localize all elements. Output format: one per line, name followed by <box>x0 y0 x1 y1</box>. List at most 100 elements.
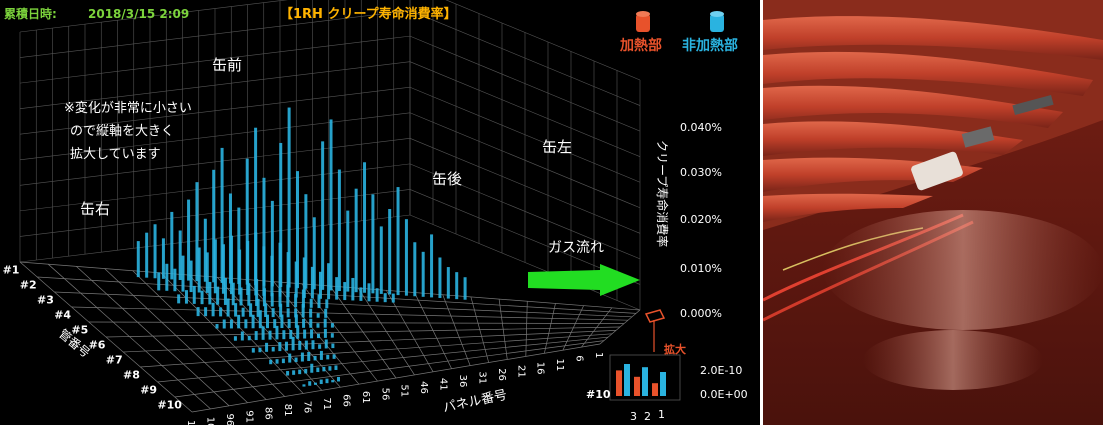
inset-bar-non-heated <box>642 367 648 396</box>
data-bar <box>216 286 220 305</box>
x-tick-label: 81 <box>282 404 293 417</box>
data-bar <box>270 293 274 307</box>
data-bar <box>330 323 334 328</box>
data-bar <box>438 257 442 298</box>
data-bar <box>294 314 298 328</box>
data-bar <box>325 378 329 384</box>
data-bar <box>337 169 341 292</box>
data-bar <box>328 366 332 371</box>
floor-grid-line <box>88 321 625 324</box>
data-bar <box>367 283 371 302</box>
y-tick-label: #7 <box>106 354 123 367</box>
data-bar <box>208 281 212 305</box>
y-tick-label: #9 <box>140 384 157 397</box>
data-bar <box>157 272 161 291</box>
data-bar <box>187 199 191 281</box>
x-tick-label: 1 <box>593 352 604 358</box>
data-bar <box>302 318 306 328</box>
x-tick-label: 6 <box>574 355 585 361</box>
gas-flow-arrow <box>528 264 640 296</box>
data-bar <box>153 224 157 279</box>
y-ticks: #1#2#3#4#5#6#7#8#9#10 <box>3 264 183 412</box>
data-bar <box>220 147 224 283</box>
data-bar <box>254 127 258 286</box>
legend-non-heated-label: 非加熱部 <box>682 37 738 54</box>
x-tick-label: 26 <box>496 368 507 381</box>
data-bar <box>310 363 314 373</box>
data-bar <box>404 219 408 296</box>
grid-line <box>409 112 641 209</box>
y-tick-label: #3 <box>37 294 54 307</box>
data-bar <box>319 350 323 360</box>
data-bar <box>302 384 306 387</box>
annotation-left: 缶左 <box>542 138 572 156</box>
data-bar <box>271 346 275 352</box>
floor-grid-line <box>71 306 629 321</box>
data-bar <box>371 194 375 294</box>
data-bar <box>316 333 320 339</box>
data-bar <box>266 314 270 329</box>
data-bar <box>219 307 223 317</box>
data-bar <box>301 304 305 318</box>
data-bar <box>383 293 387 303</box>
data-bar <box>278 342 282 352</box>
data-bar <box>284 341 288 351</box>
data-bar <box>294 293 298 308</box>
chart-grid <box>19 0 641 413</box>
floor-grid-line <box>140 333 613 368</box>
legend-heated: 加熱部 <box>619 11 662 54</box>
data-bar <box>268 330 272 340</box>
x-tick-label: 56 <box>379 388 390 401</box>
data-bar <box>310 266 314 299</box>
x-tick-label: 101 <box>204 417 215 425</box>
grid-line <box>409 61 641 157</box>
data-bar <box>294 357 298 363</box>
boiler-photo-image <box>763 0 1103 425</box>
legend-heated-swatch <box>636 14 650 32</box>
data-bar <box>302 257 306 298</box>
data-bar <box>246 241 250 296</box>
data-bar <box>308 381 312 386</box>
inset-zoom-marker <box>644 309 666 323</box>
inset-chart: 拡大 2.0E-10 0.0E+00 #10 3 2 1 <box>586 309 748 423</box>
data-bar <box>262 246 266 296</box>
x-tick-label: 36 <box>457 375 468 388</box>
timestamp-value: 2018/3/15 2:09 <box>88 7 189 21</box>
inset-x-tick-1: 2 <box>644 410 651 423</box>
data-bar <box>231 282 235 306</box>
grid-line <box>409 163 641 260</box>
data-bar <box>145 232 149 278</box>
data-bar <box>195 182 199 282</box>
data-bar <box>239 287 243 306</box>
annotation-right: 缶右 <box>80 200 110 218</box>
data-bar <box>264 303 268 318</box>
data-bar <box>351 277 355 301</box>
x-tick-label: 61 <box>360 391 371 404</box>
data-bar <box>275 325 279 340</box>
data-bar <box>388 209 392 295</box>
data-bar <box>173 268 177 292</box>
data-bar <box>262 288 266 307</box>
data-bar <box>203 218 207 282</box>
floor-grid-line <box>191 343 601 413</box>
data-bar <box>237 207 241 285</box>
z-tick-1: 0.010% <box>680 262 722 275</box>
data-bar <box>330 333 334 338</box>
y-tick-label: #10 <box>157 399 182 412</box>
data-bar <box>421 251 425 297</box>
inset-bar-heated <box>652 383 658 396</box>
inset-z-tick-0: 2.0E-10 <box>700 364 742 377</box>
legend-heated-swatch-top <box>636 11 650 17</box>
data-bar <box>262 177 266 286</box>
data-bar <box>313 355 317 361</box>
data-bar <box>304 368 308 374</box>
data-bar <box>245 158 249 285</box>
data-bar <box>331 343 335 349</box>
data-bar <box>215 324 219 329</box>
data-bar <box>254 331 258 341</box>
data-bar <box>251 314 255 329</box>
data-bar <box>316 323 320 328</box>
data-bar <box>288 353 292 363</box>
data-bar <box>304 194 308 289</box>
data-bar <box>310 329 314 339</box>
